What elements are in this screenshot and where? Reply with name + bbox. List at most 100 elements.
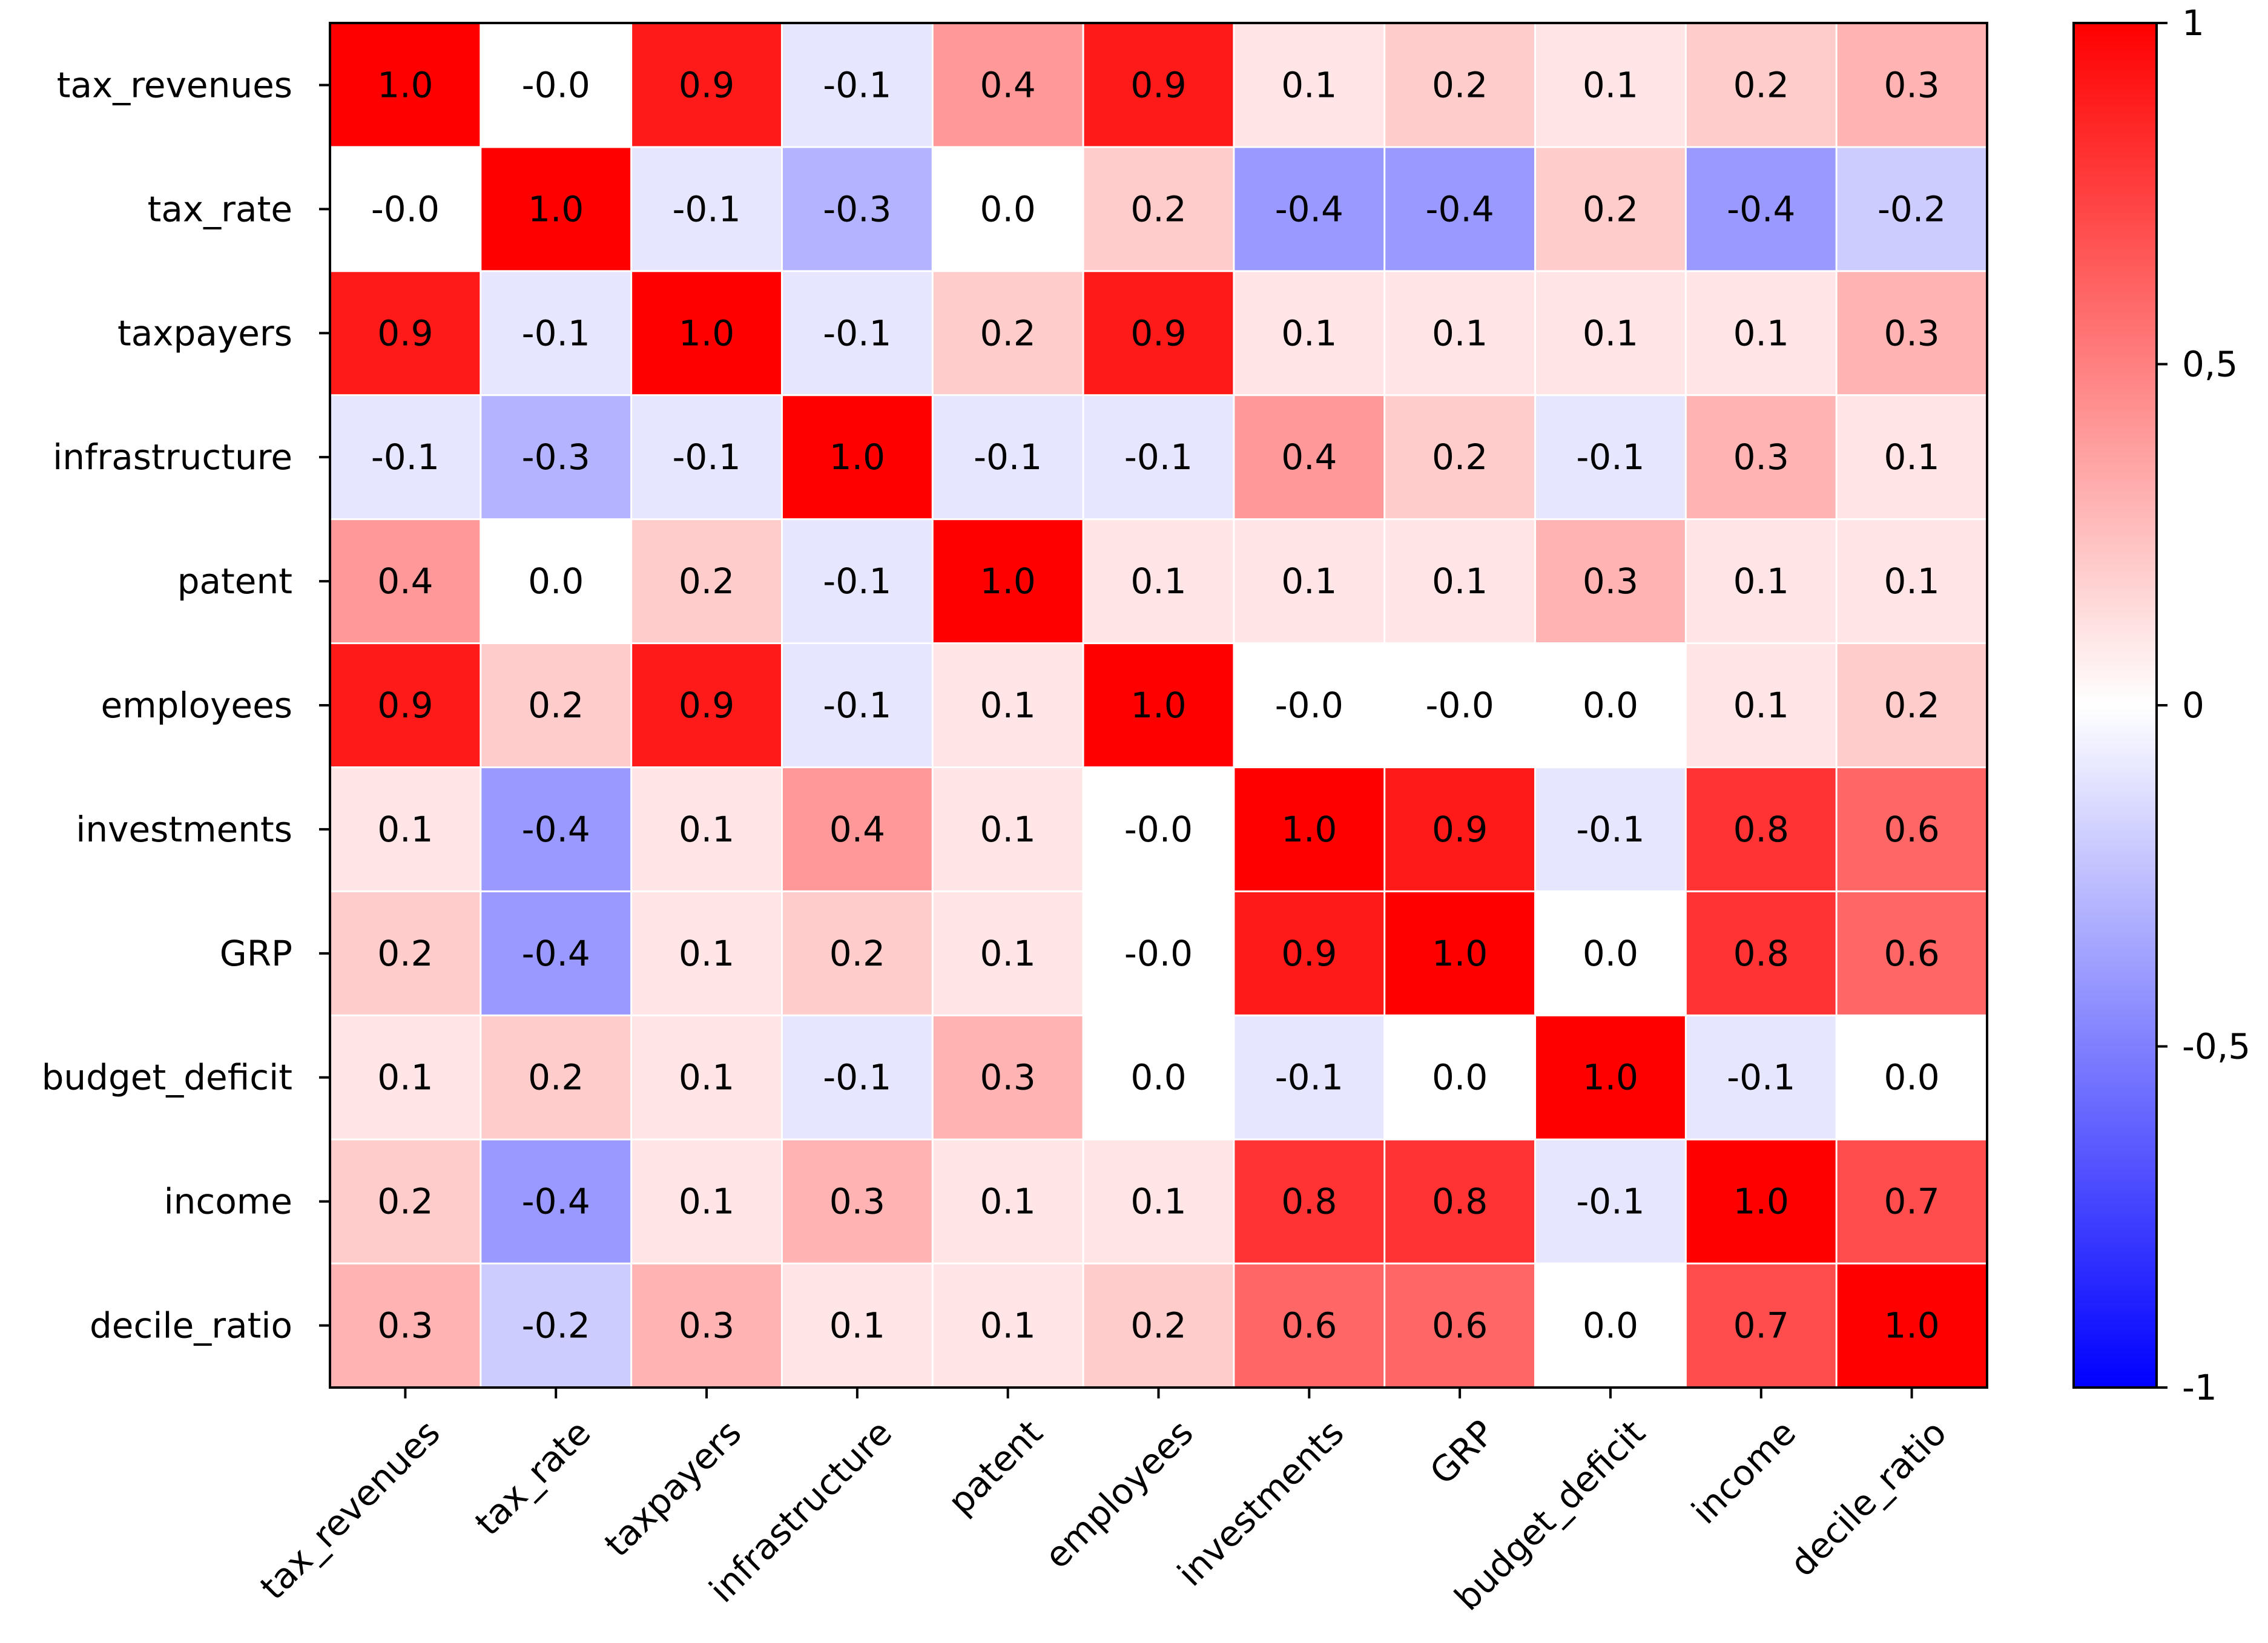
heatmap-cell-budget_deficit-tax_revenues bbox=[331, 1016, 480, 1139]
heatmap-cell-patent-patent bbox=[933, 520, 1083, 643]
heatmap-cell-infrastructure-decile_ratio bbox=[1837, 396, 1986, 519]
cell-value-label: -0.1 bbox=[371, 436, 440, 478]
y-tick-label-decile_ratio: decile_ratio bbox=[90, 1305, 292, 1346]
cell-value-label: 1.0 bbox=[1130, 685, 1186, 726]
cell-value-label: 0.9 bbox=[377, 312, 433, 354]
cell-value-label: -0.4 bbox=[1426, 188, 1494, 229]
cell-value-label: 0.1 bbox=[1130, 1181, 1186, 1222]
cell-value-label: 0.0 bbox=[1130, 1057, 1186, 1098]
heatmap-cell-tax_revenues-income bbox=[1686, 24, 1836, 147]
heatmap-cell-taxpayers-employees bbox=[1084, 272, 1233, 395]
y-tick-label-budget_deficit: budget_deficit bbox=[42, 1057, 292, 1098]
heatmap-cell-tax_rate-decile_ratio bbox=[1837, 148, 1986, 271]
heatmap-cell-income-employees bbox=[1084, 1140, 1233, 1263]
cell-value-label: 0.2 bbox=[1884, 685, 1939, 726]
cell-value-label: 0.2 bbox=[829, 933, 885, 974]
cell-value-label: 1.0 bbox=[377, 64, 433, 105]
heatmap-cell-tax_revenues-tax_revenues bbox=[331, 24, 480, 147]
heatmap-cell-taxpayers-budget_deficit bbox=[1536, 272, 1685, 395]
colorbar-tick-label: -0,5 bbox=[2182, 1026, 2250, 1067]
cell-value-label: 0.3 bbox=[1884, 64, 1939, 105]
heatmap-cell-budget_deficit-infrastructure bbox=[782, 1016, 932, 1139]
cell-value-label: 0.0 bbox=[1583, 933, 1638, 974]
cell-value-label: 1.0 bbox=[829, 436, 885, 478]
colorbar-tick-label: 1 bbox=[2182, 2, 2204, 44]
cell-value-label: -0.4 bbox=[522, 933, 590, 974]
heatmap-cell-patent-GRP bbox=[1385, 520, 1535, 643]
heatmap-cell-infrastructure-investments bbox=[1235, 396, 1384, 519]
heatmap-cell-income-tax_revenues bbox=[331, 1140, 480, 1263]
heatmap-cell-GRP-tax_rate bbox=[481, 892, 631, 1015]
cell-value-label: -0.1 bbox=[823, 1057, 891, 1098]
y-tick-label-investments: investments bbox=[76, 809, 292, 850]
heatmap-cell-tax_revenues-employees bbox=[1084, 24, 1233, 147]
cell-value-label: 1.0 bbox=[1281, 809, 1337, 850]
heatmap-cell-budget_deficit-tax_rate bbox=[481, 1016, 631, 1139]
heatmap-cell-decile_ratio-taxpayers bbox=[632, 1264, 781, 1387]
cell-value-label: 0.0 bbox=[1583, 1305, 1638, 1346]
heatmap-cell-patent-tax_revenues bbox=[331, 520, 480, 643]
heatmap-cell-decile_ratio-patent bbox=[933, 1264, 1083, 1387]
heatmap-cell-patent-decile_ratio bbox=[1837, 520, 1986, 643]
cell-value-label: 0.2 bbox=[1432, 64, 1488, 105]
cell-value-label: -0.4 bbox=[522, 1181, 590, 1222]
cell-value-label: -0.1 bbox=[1727, 1057, 1795, 1098]
cell-value-label: 0.2 bbox=[980, 312, 1036, 354]
heatmap-cell-patent-employees bbox=[1084, 520, 1233, 643]
heatmap-cell-investments-employees bbox=[1084, 768, 1233, 891]
heatmap-cell-budget_deficit-GRP bbox=[1385, 1016, 1535, 1139]
y-tick-label-infrastructure: infrastructure bbox=[53, 436, 292, 478]
cell-value-label: 0.1 bbox=[1281, 312, 1337, 354]
heatmap-cell-GRP-tax_revenues bbox=[331, 892, 480, 1015]
cell-value-label: 0.1 bbox=[1432, 312, 1488, 354]
cell-value-label: 0.1 bbox=[1884, 561, 1939, 602]
cell-value-label: 0.2 bbox=[377, 1181, 433, 1222]
cell-value-label: -0.1 bbox=[672, 188, 740, 229]
cell-value-label: 0.9 bbox=[1130, 312, 1186, 354]
heatmap-cell-employees-tax_rate bbox=[481, 644, 631, 766]
cell-value-label: -0.1 bbox=[1576, 809, 1644, 850]
heatmap-cell-tax_revenues-investments bbox=[1235, 24, 1384, 147]
cell-value-label: 0.2 bbox=[1432, 436, 1488, 478]
heatmap-cell-GRP-GRP bbox=[1385, 892, 1535, 1015]
cell-value-label: 0.2 bbox=[1130, 1305, 1186, 1346]
cell-value-label: 0.1 bbox=[1884, 436, 1939, 478]
heatmap-cell-budget_deficit-taxpayers bbox=[632, 1016, 781, 1139]
heatmap-cell-taxpayers-tax_revenues bbox=[331, 272, 480, 395]
cell-value-label: 0.1 bbox=[377, 1057, 433, 1098]
heatmap-cell-employees-budget_deficit bbox=[1536, 644, 1685, 766]
cell-value-label: -0.1 bbox=[1275, 1057, 1343, 1098]
cell-value-label: 0.4 bbox=[829, 809, 885, 850]
heatmap-cell-income-taxpayers bbox=[632, 1140, 781, 1263]
cell-value-label: 0.6 bbox=[1432, 1305, 1488, 1346]
heatmap-cell-investments-budget_deficit bbox=[1536, 768, 1685, 891]
heatmap-cell-infrastructure-patent bbox=[933, 396, 1083, 519]
x-tick-label-patent: patent bbox=[940, 1412, 1050, 1523]
heatmap-cell-infrastructure-tax_rate bbox=[481, 396, 631, 519]
cell-value-label: 0.0 bbox=[1432, 1057, 1488, 1098]
cell-value-label: 0.3 bbox=[679, 1305, 734, 1346]
heatmap-cell-GRP-patent bbox=[933, 892, 1083, 1015]
heatmap-cell-investments-GRP bbox=[1385, 768, 1535, 891]
y-tick-label-income: income bbox=[164, 1181, 292, 1222]
heatmap-cell-patent-income bbox=[1686, 520, 1836, 643]
heatmap-cell-income-infrastructure bbox=[782, 1140, 932, 1263]
heatmap-cell-tax_revenues-infrastructure bbox=[782, 24, 932, 147]
heatmap-cell-income-decile_ratio bbox=[1837, 1140, 1986, 1263]
cell-value-label: 0.1 bbox=[679, 1057, 734, 1098]
heatmap-cell-budget_deficit-decile_ratio bbox=[1837, 1016, 1986, 1139]
heatmap-cell-investments-income bbox=[1686, 768, 1836, 891]
heatmap-cell-tax_revenues-decile_ratio bbox=[1837, 24, 1986, 147]
heatmap-cell-GRP-income bbox=[1686, 892, 1836, 1015]
heatmap-cell-employees-income bbox=[1686, 644, 1836, 766]
heatmap-cell-taxpayers-income bbox=[1686, 272, 1836, 395]
heatmap-cell-taxpayers-infrastructure bbox=[782, 272, 932, 395]
cell-value-label: -0.1 bbox=[1576, 1181, 1644, 1222]
colorbar-axis: 1 0,5 0 -0,5 -1 bbox=[2157, 2, 2250, 1408]
colorbar bbox=[2072, 22, 2158, 1389]
heatmap-cell-income-budget_deficit bbox=[1536, 1140, 1685, 1263]
y-tick-label-patent: patent bbox=[177, 561, 292, 602]
x-tick-label-tax_rate: tax_rate bbox=[467, 1412, 598, 1543]
cell-value-label: 0.7 bbox=[1884, 1181, 1939, 1222]
